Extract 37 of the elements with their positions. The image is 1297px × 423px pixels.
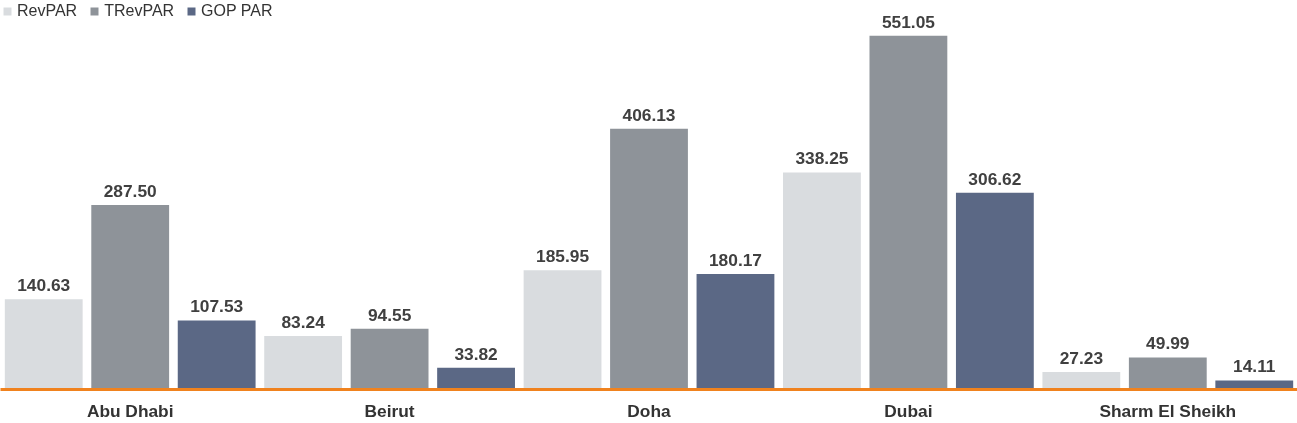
bar xyxy=(610,128,688,390)
x-tick-label: Beirut xyxy=(364,400,415,421)
bar xyxy=(523,270,602,390)
bar xyxy=(350,328,429,390)
bar xyxy=(955,192,1034,390)
data-label: 185.95 xyxy=(536,246,590,267)
bar xyxy=(91,205,170,390)
data-label: 287.50 xyxy=(103,181,157,201)
bar xyxy=(1128,357,1207,390)
legend-label: RevPAR xyxy=(17,2,78,20)
bar xyxy=(177,320,256,390)
x-tick-label: Doha xyxy=(627,400,672,421)
data-label: 140.63 xyxy=(17,275,71,296)
data-label: 551.05 xyxy=(881,11,936,32)
x-tick-label: Dubai xyxy=(884,400,933,421)
bar xyxy=(1042,372,1121,390)
data-label: 33.82 xyxy=(454,343,498,364)
data-label: 306.62 xyxy=(968,168,1022,189)
bar xyxy=(869,35,948,390)
bar xyxy=(4,299,83,390)
data-label: 107.53 xyxy=(190,296,244,317)
data-label: 94.55 xyxy=(367,304,412,325)
legend-label: GOP PAR xyxy=(201,2,273,20)
bar xyxy=(783,172,861,390)
bar xyxy=(264,336,343,390)
data-label: 27.23 xyxy=(1059,348,1104,369)
data-label: 338.25 xyxy=(795,148,849,169)
data-label: 406.13 xyxy=(622,104,676,125)
bar xyxy=(696,273,775,390)
x-tick-label: Abu Dhabi xyxy=(86,400,174,421)
data-label: 180.17 xyxy=(708,249,762,270)
data-label: 49.99 xyxy=(1146,333,1190,354)
data-label: 83.24 xyxy=(281,312,326,333)
bar xyxy=(437,367,515,390)
data-label: 14.11 xyxy=(1233,356,1276,377)
legend-label: TRevPAR xyxy=(104,2,175,20)
x-tick-label: Sharm El Sheikh xyxy=(1099,400,1237,421)
